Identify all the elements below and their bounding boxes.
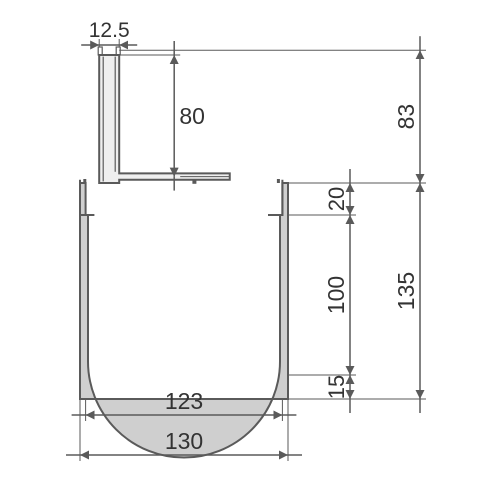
dimension-label: 12.5 <box>89 19 130 42</box>
kerb-upstand <box>99 55 230 183</box>
dimension-label: 100 <box>323 276 349 314</box>
concrete-body <box>80 183 288 458</box>
dimension-label: 83 <box>393 104 419 130</box>
dimension-label: 20 <box>324 187 349 211</box>
dimension-label: 123 <box>165 388 203 414</box>
dimension-label: 135 <box>393 272 419 310</box>
dimension-label: 15 <box>324 375 349 399</box>
dimension-label: 80 <box>179 103 205 129</box>
dimension-label: 130 <box>165 428 203 454</box>
